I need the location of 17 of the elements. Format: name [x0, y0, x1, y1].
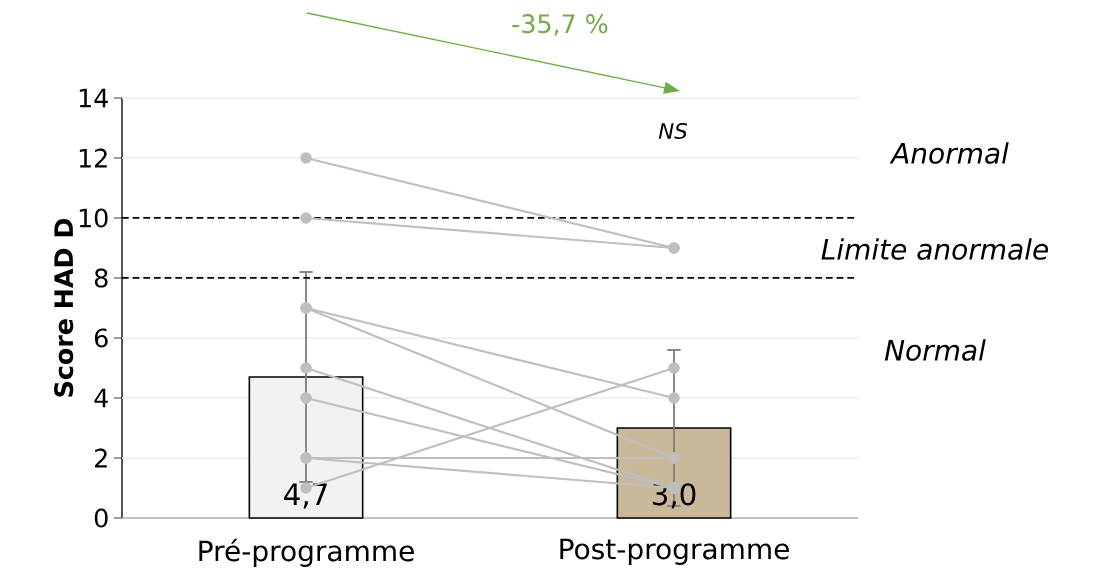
text: Normal	[884, 339, 986, 361]
y-tick-label: 4	[94, 388, 108, 408]
y-tick-label: 6	[94, 328, 108, 348]
y-tick-label: 10	[79, 208, 108, 228]
x-tick-label: Post-programme	[560, 538, 789, 565]
text: -35,7 %	[512, 14, 608, 36]
annotation: NS	[658, 122, 688, 140]
y-tick-label: 2	[95, 448, 107, 468]
y-tick-label: 0	[94, 508, 108, 528]
y-tick-label: 8	[94, 268, 108, 288]
y-tick-label: 14	[79, 88, 108, 108]
data-label: 4,7	[284, 483, 327, 509]
y-axis-title: Score HAD D	[54, 218, 74, 397]
text: Anormal	[889, 142, 1009, 164]
annotation: Limite anormale	[821, 238, 1048, 260]
x-tick-label: Pré-programme	[199, 538, 414, 567]
y-tick-label: 12	[79, 148, 107, 168]
